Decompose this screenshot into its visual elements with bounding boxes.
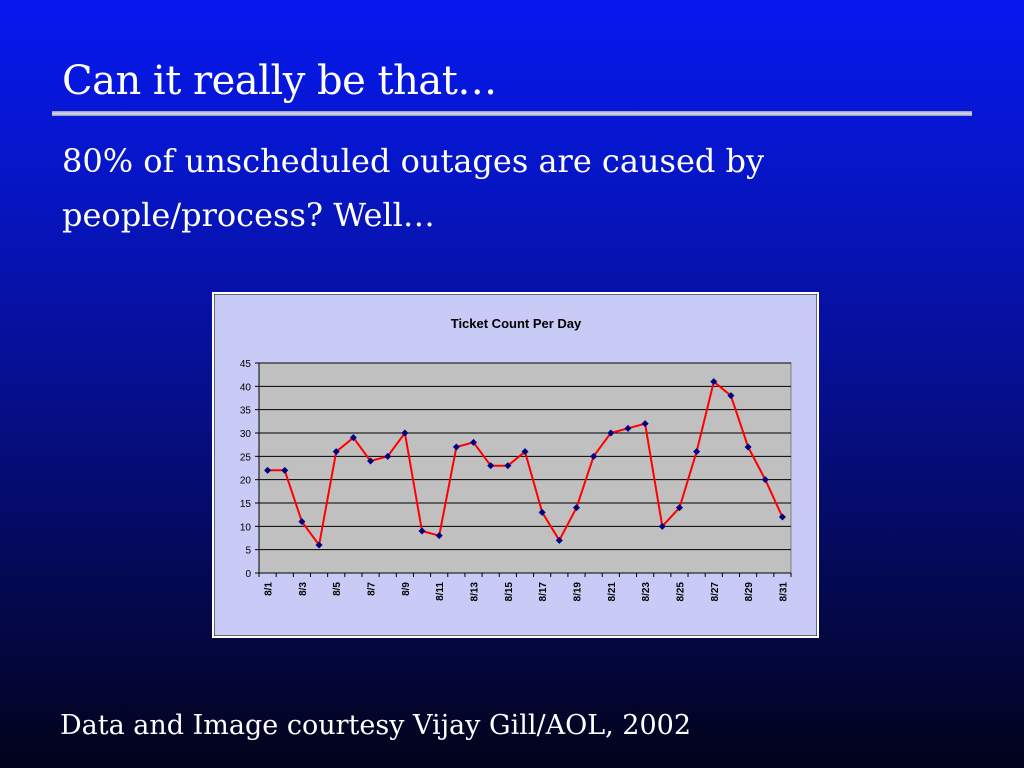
data-point — [778, 513, 786, 521]
data-point — [624, 424, 632, 432]
chart-svg: Ticket Count Per Day 0 5 10 15 20 25 30 35 40 45 8… — [214, 294, 817, 636]
data-point — [367, 457, 375, 465]
x-tick-label: 8/19 — [572, 582, 583, 602]
data-point — [693, 448, 701, 456]
x-tick-label: 8/1 — [264, 582, 275, 596]
data-point — [401, 429, 409, 437]
data-point — [675, 504, 683, 512]
data-point — [281, 466, 289, 474]
y-tick-label: 20 — [240, 476, 252, 487]
data-point — [315, 541, 323, 549]
x-tick-label: 8/15 — [504, 582, 515, 602]
x-tick-label: 8/13 — [470, 582, 481, 602]
y-tick-label: 35 — [240, 406, 252, 417]
x-tick-label: 8/3 — [298, 582, 309, 596]
data-point — [555, 536, 563, 544]
data-point — [418, 527, 426, 535]
plot-area: 0 5 10 15 20 25 30 35 40 45 8/1 8/3 8/5 8/7 8/9 8/11 8/1… — [240, 359, 792, 602]
data-point — [349, 434, 357, 442]
data-point — [538, 508, 546, 516]
x-tick-label: 8/21 — [607, 582, 618, 602]
data-point — [727, 392, 735, 400]
data-point — [298, 518, 306, 526]
data-point — [744, 443, 752, 451]
data-point — [658, 522, 666, 530]
data-point — [384, 452, 392, 460]
y-tick-label: 30 — [240, 429, 252, 440]
data-point — [761, 476, 769, 484]
data-point — [607, 429, 615, 437]
x-tick-label: 8/23 — [641, 582, 652, 602]
slide-footer: Data and Image courtesy Vijay Gill/AOL, … — [60, 710, 692, 741]
data-point — [572, 504, 580, 512]
x-tick-label: 8/11 — [435, 582, 446, 601]
y-tick-label: 15 — [240, 499, 252, 510]
y-tick-label: 45 — [240, 359, 252, 370]
x-tick-label: 8/31 — [778, 582, 789, 602]
x-tick-label: 8/29 — [744, 582, 755, 602]
x-tick-label: 8/17 — [538, 582, 549, 602]
y-tick-label: 0 — [245, 569, 251, 580]
ticket-count-chart: Ticket Count Per Day 0 5 10 15 20 25 30 35 40 45 8… — [212, 292, 819, 638]
data-point — [264, 466, 272, 474]
data-point — [710, 378, 718, 386]
title-divider — [52, 111, 972, 116]
plot-background — [258, 362, 792, 574]
y-tick-label: 25 — [240, 452, 252, 463]
data-point — [470, 438, 478, 446]
y-tick-label: 10 — [240, 522, 252, 533]
data-point — [452, 443, 460, 451]
slide-body-text: 80% of unscheduled outages are caused by… — [62, 142, 765, 234]
data-point — [332, 448, 340, 456]
data-point — [521, 448, 529, 456]
data-point — [590, 452, 598, 460]
data-point — [641, 420, 649, 428]
y-tick-label: 5 — [245, 546, 251, 557]
x-tick-label: 8/5 — [332, 582, 343, 596]
chart-title: Ticket Count Per Day — [451, 316, 582, 331]
x-tick-label: 8/7 — [367, 582, 378, 596]
slide-title: Can it really be that… — [62, 58, 497, 104]
x-tick-label: 8/27 — [710, 582, 721, 602]
data-point — [487, 462, 495, 470]
data-point — [435, 532, 443, 540]
x-tick-label: 8/25 — [675, 582, 686, 602]
x-tick-label: 8/9 — [401, 582, 412, 596]
data-point — [504, 462, 512, 470]
y-tick-label: 40 — [240, 382, 252, 393]
